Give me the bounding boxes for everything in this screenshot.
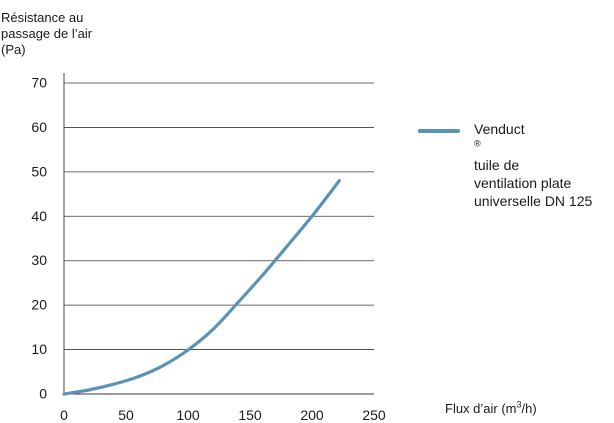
x-tick-label: 50 — [118, 407, 134, 423]
tick-labels: 0 10 20 30 40 50 60 70 0 50 100 150 200 250 — [31, 75, 385, 423]
legend-label-brand: Venduct — [474, 121, 525, 137]
legend-label-line: ventilation plate — [474, 175, 572, 191]
x-axis-title-superscript: 3 — [516, 399, 522, 410]
legend-label-line: Venduct ® tuile de — [474, 120, 614, 174]
y-tick-label: 60 — [31, 119, 47, 135]
y-tick-label: 0 — [39, 386, 47, 402]
y-axis-title-line: passage de l’air — [1, 26, 93, 41]
y-axis-title-line: Résistance au — [1, 10, 84, 25]
x-axis-title: Flux d’air (m3/h) — [445, 399, 537, 416]
y-tick-label: 50 — [31, 163, 47, 179]
x-tick-label: 100 — [176, 407, 200, 423]
y-tick-label: 70 — [31, 75, 47, 91]
legend-label-registered: ® — [474, 138, 481, 149]
legend-swatch — [418, 129, 460, 133]
series-line — [62, 179, 341, 396]
legend-label: Venduct ® tuile de ventilation plate univ… — [474, 120, 614, 210]
y-axis-title-line: (Pa) — [1, 42, 26, 57]
x-tick-label: 200 — [300, 407, 324, 423]
y-tick-label: 20 — [31, 297, 47, 313]
series-lines — [62, 179, 341, 396]
legend-label-rest: tuile de — [474, 157, 520, 173]
x-tick-label: 0 — [60, 407, 68, 423]
x-axis-title-prefix: Flux d’air (m — [445, 401, 517, 416]
y-axis-title: Résistance au passage de l’air (Pa) — [1, 10, 92, 58]
y-tick-label: 40 — [31, 208, 47, 224]
axes — [63, 73, 374, 395]
x-tick-label: 250 — [362, 407, 386, 423]
legend-label-line: universelle DN 125 — [474, 193, 593, 209]
y-tick-label: 10 — [31, 341, 47, 357]
x-tick-label: 150 — [238, 407, 262, 423]
x-axis-title-suffix: /h) — [521, 401, 537, 416]
legend: Venduct ® tuile de ventilation plate univ… — [418, 120, 614, 210]
y-tick-label: 30 — [31, 252, 47, 268]
gridlines — [64, 82, 374, 350]
